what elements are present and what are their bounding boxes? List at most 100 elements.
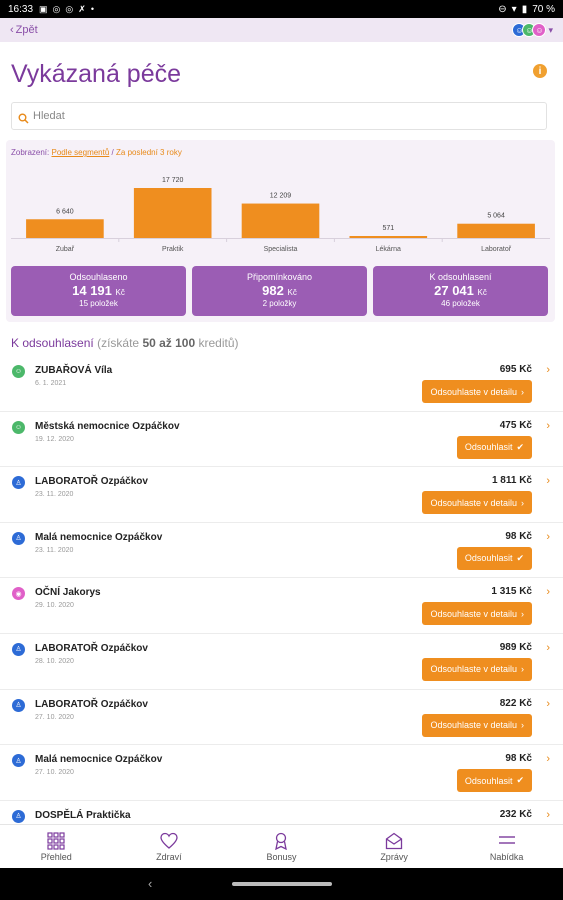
list-item[interactable]: ☺ Městská nemocnice Ozpáčkov 19. 12. 2020 4…	[0, 412, 563, 468]
credit-hint-range: 50 až 100	[142, 336, 196, 350]
category-label: Laboratoř	[481, 246, 512, 253]
nav-label: Zprávy	[380, 851, 408, 862]
approve-button[interactable]: Odsouhlasit ✔	[456, 435, 532, 459]
card-commented[interactable]: Připomínkováno 982 Kč 2 položky	[192, 266, 367, 316]
approve-button-label: Odsouhlasit	[464, 775, 513, 786]
nav-label: Přehled	[40, 851, 72, 862]
category-label: Lékárna	[376, 246, 401, 253]
notification-icon: ◎	[65, 3, 74, 14]
chart-bar[interactable]	[241, 203, 320, 238]
location-icon: ⊖	[498, 3, 507, 15]
item-amount: 989 Kč	[499, 641, 532, 653]
list-item[interactable]: ◉ OČNÍ Jakorys 29. 10. 2020 1 315 Kč › Odsouh…	[0, 578, 563, 634]
search-input[interactable]	[33, 110, 540, 122]
back-label: Zpět	[15, 24, 38, 36]
chart-bar[interactable]	[26, 219, 104, 238]
chevron-right-icon[interactable]: ›	[546, 475, 550, 488]
item-amount: 695 Kč	[499, 364, 532, 375]
range-filter-link[interactable]: Za poslední 3 roky	[116, 148, 182, 157]
chevron-right-icon[interactable]: ›	[546, 364, 550, 376]
search-box[interactable]	[11, 102, 547, 130]
bar-value-label: 17 720	[162, 177, 184, 184]
wifi-icon: ▾	[511, 3, 517, 15]
nav-label: Nabídka	[489, 851, 524, 862]
list-item[interactable]: ♙ LABORATOŘ Ozpáčkov 23. 11. 2020 1 811 Kč ›…	[0, 467, 563, 523]
item-date: 23. 11. 2020	[35, 491, 74, 499]
nav-zprávy[interactable]: Zprávy	[338, 825, 451, 868]
nav-přehled[interactable]: Přehled	[0, 825, 113, 868]
chevron-right-icon[interactable]: ›	[546, 419, 550, 432]
battery-level: 70 %	[532, 3, 555, 15]
chart-bar[interactable]	[349, 236, 428, 238]
list-item[interactable]: ♙ LABORATOŘ Ozpáčkov 27. 10. 2020 822 Kč › Od…	[0, 690, 563, 746]
category-label: Praktik	[162, 246, 184, 253]
system-home-handle[interactable]	[232, 882, 332, 886]
chevron-right-icon[interactable]: ›	[546, 641, 550, 654]
summary-cards: Odsouhlaseno 14 191 Kč 15 položek Připom…	[11, 266, 548, 316]
nav-bonusy[interactable]: Bonusy	[225, 825, 338, 868]
summary-panel: Zobrazení: Podle segmentů / Za poslední …	[6, 140, 555, 322]
chevron-right-icon[interactable]: ›	[546, 753, 550, 766]
status-notification-icons: ▣ ◎ ◎ ✗ •	[39, 4, 94, 15]
provider-name: LABORATOŘ Ozpáčkov	[35, 476, 148, 488]
list-item[interactable]: ♙ DOSPĚLÁ Praktička 232 Kč ›	[0, 801, 563, 824]
chevron-right-icon[interactable]: ›	[546, 808, 550, 821]
list-item[interactable]: ♙ Malá nemocnice Ozpáčkov 27. 10. 2020 98 K…	[0, 745, 563, 801]
chevron-right-icon[interactable]: ›	[546, 530, 550, 543]
bottom-navigation: Přehled Zdraví Bonusy Zprávy Nabídka	[0, 824, 563, 868]
item-date: 27. 10. 2020	[35, 769, 74, 777]
filter-separator: /	[111, 148, 114, 157]
avatar: ☺	[532, 23, 547, 37]
eye-icon: ◉	[12, 587, 25, 601]
page-title: Vykázaná péče	[11, 60, 182, 88]
card-amount-unit: Kč	[115, 288, 125, 297]
approve-button[interactable]: Odsouhlaste v detailu ›	[422, 657, 532, 681]
card-title: K odsouhlasení	[429, 272, 492, 282]
provider-name: Malá nemocnice Ozpáčkov	[35, 531, 163, 543]
approve-button[interactable]: Odsouhlaste v detailu ›	[422, 602, 532, 626]
approve-button[interactable]: Odsouhlaste v detailu ›	[422, 491, 532, 515]
approve-button-label: Odsouhlasit	[464, 442, 513, 453]
category-label: Specialista	[264, 246, 298, 253]
care-list: ☺ ZUBAŘOVÁ Víla 6. 1. 2021 695 Kč › Odsouhlas…	[0, 356, 563, 824]
approve-button[interactable]: Odsouhlaste v detailu ›	[422, 380, 532, 403]
bar-value-label: 6 640	[56, 208, 74, 215]
nav-nabídka[interactable]: Nabídka	[450, 825, 563, 868]
chevron-right-icon: ›	[521, 497, 524, 508]
tooth-icon: ☺	[12, 420, 25, 434]
chevron-down-icon: ▾	[548, 24, 553, 35]
chart-bar[interactable]	[133, 188, 212, 238]
info-icon[interactable]: i	[533, 64, 547, 78]
profile-switcher[interactable]: ☺ ☺ ☺ ▾	[512, 23, 553, 37]
provider-name: LABORATOŘ Ozpáčkov	[35, 642, 148, 654]
doctor-icon: ♙	[12, 809, 25, 823]
card-title: Připomínkováno	[246, 272, 313, 282]
segment-filter-link[interactable]: Podle segmentů	[51, 148, 110, 157]
item-date: 27. 10. 2020	[35, 713, 74, 721]
item-date: 19. 12. 2020	[35, 435, 74, 443]
approve-button[interactable]: Odsouhlaste v detailu ›	[422, 713, 532, 737]
approve-button[interactable]: Odsouhlasit ✔	[456, 769, 532, 793]
section-title-text: K odsouhlasení	[11, 336, 94, 350]
system-back-icon[interactable]: ‹	[148, 876, 153, 891]
status-time: 16:33	[8, 3, 34, 15]
item-amount: 1 315 Kč	[491, 586, 532, 598]
chart-bar[interactable]	[457, 223, 535, 238]
card-approved[interactable]: Odsouhlaseno 14 191 Kč 15 položek	[11, 266, 186, 316]
list-item[interactable]: ♙ Malá nemocnice Ozpáčkov 23. 11. 2020 98 K…	[0, 523, 563, 579]
item-date: 23. 11. 2020	[35, 546, 74, 554]
approve-button[interactable]: Odsouhlasit ✔	[456, 546, 532, 570]
card-to-approve[interactable]: K odsouhlasení 27 041 Kč 46 položek	[373, 266, 548, 316]
item-date: 29. 10. 2020	[35, 602, 74, 610]
card-amount: 982 Kč	[192, 283, 367, 298]
back-button[interactable]: ‹ Zpět	[10, 24, 38, 36]
notification-icon: ◎	[52, 3, 61, 14]
card-amount-value: 27 041	[434, 283, 474, 298]
chevron-right-icon[interactable]: ›	[546, 697, 550, 710]
chevron-right-icon[interactable]: ›	[546, 586, 550, 599]
list-item[interactable]: ☺ ZUBAŘOVÁ Víla 6. 1. 2021 695 Kč › Odsouhlas…	[0, 356, 563, 412]
list-item[interactable]: ♙ LABORATOŘ Ozpáčkov 28. 10. 2020 989 Kč › Od…	[0, 634, 563, 690]
card-title: Odsouhlaseno	[69, 272, 128, 282]
nav-zdraví[interactable]: Zdraví	[113, 825, 226, 868]
card-amount-value: 982	[262, 283, 284, 298]
